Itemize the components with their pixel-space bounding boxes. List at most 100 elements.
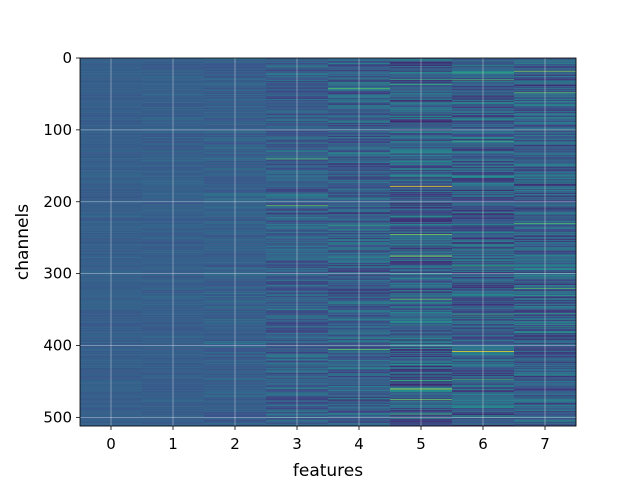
heatmap-cell	[204, 164, 267, 166]
heatmap-cell	[204, 374, 267, 376]
heatmap-cell	[390, 208, 453, 210]
heatmap-cell	[452, 296, 515, 298]
heatmap-cell	[328, 233, 391, 235]
heatmap-cell	[514, 144, 577, 146]
heatmap-cell	[142, 183, 205, 185]
heatmap-cell	[328, 362, 391, 364]
heatmap-cell	[452, 359, 515, 361]
heatmap-cell	[80, 126, 143, 128]
heatmap-cell	[328, 183, 391, 185]
heatmap-cell	[142, 93, 205, 95]
heatmap-cell	[204, 227, 267, 229]
heatmap-cell	[266, 85, 329, 87]
heatmap-cell	[328, 300, 391, 302]
heatmap-cell	[204, 86, 267, 88]
heatmap-cell	[80, 349, 143, 351]
heatmap-cell	[142, 159, 205, 161]
heatmap-cell	[142, 329, 205, 331]
heatmap-cell	[328, 198, 391, 200]
heatmap-cell	[514, 353, 577, 355]
heatmap-cell	[514, 349, 577, 351]
heatmap-cell	[204, 317, 267, 319]
heatmap-cell	[328, 87, 391, 89]
heatmap-cell	[452, 259, 515, 261]
heatmap-cell	[328, 227, 391, 229]
heatmap-cell	[328, 64, 391, 66]
heatmap-cell	[142, 107, 205, 109]
heatmap-cell	[80, 272, 143, 274]
heatmap-cell	[390, 240, 453, 242]
heatmap-cell	[204, 385, 267, 387]
heatmap-cell	[514, 219, 577, 221]
heatmap-cell	[204, 288, 267, 290]
heatmap-cell	[452, 167, 515, 169]
heatmap-cell	[514, 232, 577, 234]
heatmap-cell	[142, 348, 205, 350]
heatmap-cell	[514, 101, 577, 103]
heatmap-cell	[204, 275, 267, 277]
heatmap-cell	[514, 292, 577, 294]
heatmap-cell	[142, 73, 205, 75]
heatmap-cell	[514, 254, 577, 256]
heatmap-cell	[514, 301, 577, 303]
heatmap-cell	[266, 327, 329, 329]
heatmap-cell	[514, 382, 577, 384]
heatmap-cell	[80, 369, 143, 371]
heatmap-cell	[266, 213, 329, 215]
heatmap-cell	[452, 61, 515, 63]
heatmap-cell	[80, 343, 143, 345]
heatmap-cell	[390, 395, 453, 397]
heatmap-cell	[266, 371, 329, 373]
heatmap-cell	[328, 71, 391, 73]
heatmap-cell	[514, 79, 577, 81]
heatmap-cell	[266, 331, 329, 333]
heatmap-cell	[80, 99, 143, 101]
heatmap-cell	[266, 152, 329, 154]
heatmap-cell	[142, 218, 205, 220]
heatmap-cell	[204, 223, 267, 225]
heatmap-cell	[514, 266, 577, 268]
heatmap-cell	[452, 171, 515, 173]
heatmap-cell	[142, 250, 205, 252]
heatmap-cell	[142, 190, 205, 192]
heatmap-cell	[452, 152, 515, 154]
heatmap-cell	[204, 301, 267, 303]
heatmap-cell	[142, 351, 205, 353]
heatmap-cell	[514, 298, 577, 300]
heatmap-cell	[266, 336, 329, 338]
heatmap-cell	[204, 123, 267, 125]
heatmap-cell	[80, 341, 143, 343]
heatmap-cell	[266, 203, 329, 205]
heatmap-cell	[80, 166, 143, 168]
heatmap-cell	[328, 171, 391, 173]
heatmap-cell	[514, 317, 577, 319]
heatmap-cell	[142, 366, 205, 368]
heatmap-cell	[266, 415, 329, 417]
heatmap-cell	[452, 389, 515, 391]
heatmap-cell	[204, 332, 267, 334]
heatmap-cell	[514, 80, 577, 82]
heatmap-cell	[514, 134, 577, 136]
heatmap-cell	[390, 73, 453, 75]
heatmap-cell	[514, 373, 577, 375]
heatmap-cell	[204, 244, 267, 246]
heatmap-cell	[204, 143, 267, 145]
heatmap-cell	[390, 410, 453, 412]
heatmap-cell	[266, 389, 329, 391]
heatmap-cell	[266, 359, 329, 361]
heatmap-cell	[80, 144, 143, 146]
heatmap-cell	[390, 69, 453, 71]
heatmap-cell	[514, 58, 577, 60]
heatmap-cell	[204, 402, 267, 404]
heatmap-cell	[514, 359, 577, 361]
heatmap-cell	[390, 316, 453, 318]
heatmap-cell	[452, 420, 515, 422]
heatmap-cell	[390, 195, 453, 197]
heatmap-cell	[204, 389, 267, 391]
heatmap-cell	[142, 169, 205, 171]
heatmap-cell	[204, 387, 267, 389]
heatmap-cell	[266, 322, 329, 324]
heatmap-cell	[390, 245, 453, 247]
heatmap-cell	[514, 372, 577, 374]
heatmap-cell	[266, 290, 329, 292]
